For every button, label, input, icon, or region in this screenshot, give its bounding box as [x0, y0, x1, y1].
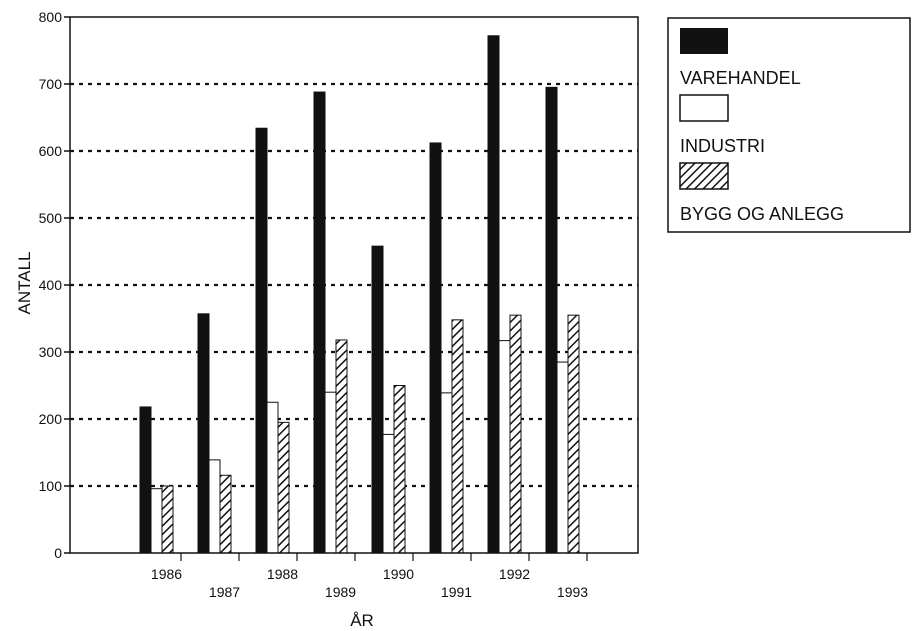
- bar-varehandel: [429, 142, 442, 554]
- legend: VAREHANDEL INDUSTRI BYGG OG ANLEGG: [667, 17, 911, 233]
- y-tick-label: 300: [39, 344, 63, 360]
- bar-varehandel: [255, 127, 268, 554]
- plot-frame: [69, 16, 639, 554]
- x-tick-label: 1988: [267, 566, 298, 582]
- bar-varehandel: [371, 245, 384, 554]
- bar-bygg-og-anlegg: [393, 385, 406, 554]
- x-tick-label: 1986: [151, 566, 182, 582]
- x-tick-label: 1993: [557, 584, 588, 600]
- y-tick-label: 700: [39, 76, 63, 92]
- bar-varehandel: [197, 313, 210, 554]
- legend-label-bygg-og-anlegg: BYGG OG ANLEGG: [680, 204, 844, 224]
- bar-industri: [382, 433, 395, 554]
- bar-industri: [556, 361, 569, 554]
- legend-swatch-varehandel: [680, 28, 728, 54]
- bars: [139, 35, 580, 554]
- y-tick-label: 100: [39, 478, 63, 494]
- y-tick-label: 400: [39, 277, 63, 293]
- x-tick-label: 1991: [441, 584, 472, 600]
- legend-swatch-bygg-og-anlegg: [679, 162, 729, 190]
- bar-bygg-og-anlegg: [335, 339, 348, 554]
- y-tick-label: 0: [54, 545, 62, 561]
- y-axis-title: ANTALL: [15, 252, 34, 315]
- bar-bygg-og-anlegg: [509, 314, 522, 554]
- y-tick-label: 600: [39, 143, 63, 159]
- x-axis-title: ÅR: [350, 611, 374, 630]
- bar-varehandel: [545, 86, 558, 554]
- bar-varehandel: [313, 91, 326, 554]
- bar-varehandel: [139, 406, 152, 554]
- bar-industri: [208, 459, 221, 554]
- legend-swatch-industri: [679, 94, 729, 122]
- bar-bygg-og-anlegg: [451, 319, 464, 554]
- bar-bygg-og-anlegg: [219, 474, 232, 554]
- y-tick-label: 800: [39, 9, 63, 25]
- y-tick-label: 500: [39, 210, 63, 226]
- legend-label-varehandel: VAREHANDEL: [680, 68, 801, 88]
- bar-varehandel: [487, 35, 500, 554]
- x-tick-label: 1987: [209, 584, 240, 600]
- bar-industri: [266, 401, 279, 554]
- bar-bygg-og-anlegg: [277, 421, 290, 554]
- x-tick-label: 1989: [325, 584, 356, 600]
- y-tick-label: 200: [39, 411, 63, 427]
- bar-industri: [150, 488, 163, 554]
- bar-bygg-og-anlegg: [567, 314, 580, 554]
- bar-bygg-og-anlegg: [161, 485, 174, 554]
- bar-industri: [440, 392, 453, 554]
- axes: 0 100 200 300 400 500 600 700 800 1986 1987 1988 198…: [39, 9, 639, 600]
- x-tick-label: 1992: [499, 566, 530, 582]
- legend-label-industri: INDUSTRI: [680, 136, 765, 156]
- bar-industri: [498, 340, 511, 554]
- x-tick-label: 1990: [383, 566, 414, 582]
- bar-industri: [324, 391, 337, 554]
